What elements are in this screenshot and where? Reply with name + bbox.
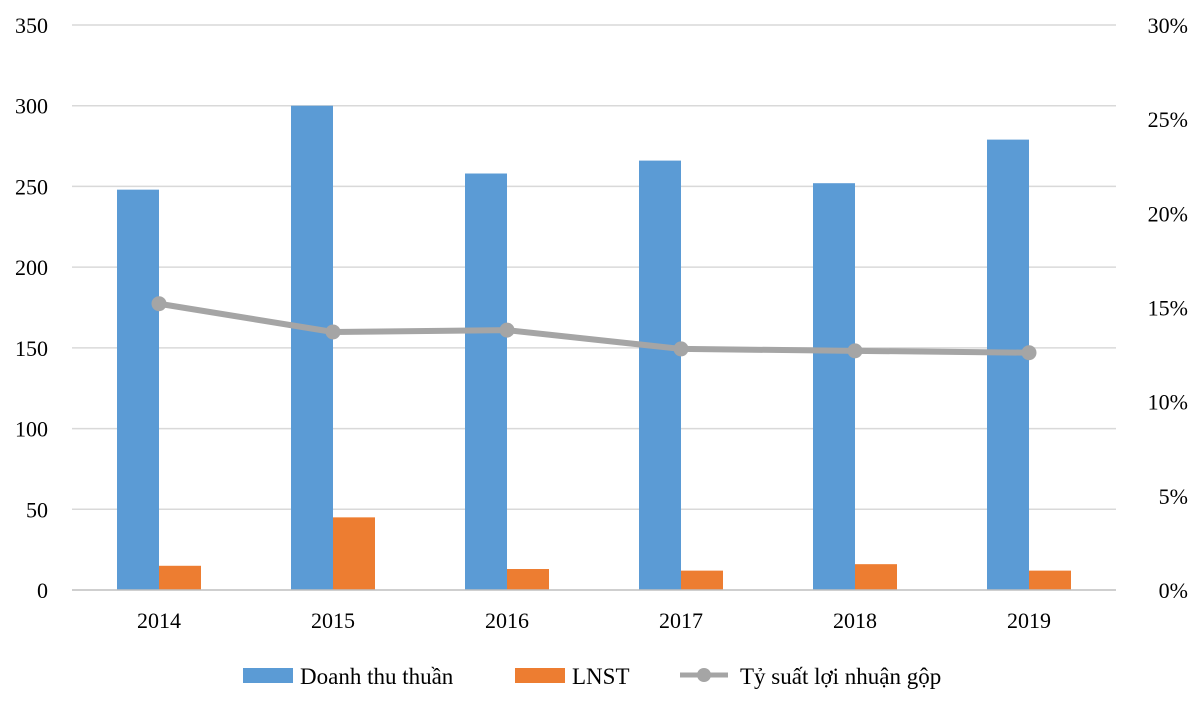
bar-lnst xyxy=(333,517,375,590)
bar-revenue xyxy=(987,139,1029,590)
bar-revenue xyxy=(291,105,333,590)
x-tick-label: 2019 xyxy=(1007,608,1051,633)
y-right-tick-label: 0% xyxy=(1159,578,1188,603)
gridlines xyxy=(72,24,1116,511)
x-tick-label: 2014 xyxy=(137,608,181,633)
margin-point xyxy=(673,341,689,357)
y-left-tick-label: 150 xyxy=(15,336,48,361)
legend: Doanh thu thuần LNST Tỷ suất lợi nhuận g… xyxy=(243,664,941,689)
bar-lnst xyxy=(159,565,201,590)
legend-marker-margin xyxy=(697,668,711,682)
y-right-tick-label: 10% xyxy=(1148,390,1188,415)
margin-point xyxy=(499,322,515,338)
bar-revenue xyxy=(117,189,159,590)
x-tick-label: 2015 xyxy=(311,608,355,633)
y-right-tick-label: 5% xyxy=(1159,484,1188,509)
bar-lnst xyxy=(1029,570,1071,590)
margin-point xyxy=(325,324,341,340)
bars xyxy=(117,105,1071,590)
y-right-tick-label: 15% xyxy=(1148,296,1188,321)
legend-swatch-revenue xyxy=(243,668,293,683)
margin-point xyxy=(151,296,167,312)
axes: 0 50 100 150 200 250 300 350 0% 5% 10% 15% 20% 25% 30%… xyxy=(15,13,1188,633)
y-left-tick-label: 100 xyxy=(15,417,48,442)
bar-lnst xyxy=(855,564,897,590)
legend-label-lnst: LNST xyxy=(572,664,630,689)
bar-revenue xyxy=(465,173,507,590)
y-right-tick-label: 20% xyxy=(1148,201,1188,226)
y-left-tick-label: 50 xyxy=(26,497,48,522)
margin-point xyxy=(847,343,863,359)
margin-series-line xyxy=(158,300,1030,356)
x-tick-label: 2017 xyxy=(659,608,703,633)
bar-revenue xyxy=(813,183,855,590)
legend-label-revenue: Doanh thu thuần xyxy=(300,664,454,689)
y-left-tick-label: 0 xyxy=(37,578,48,603)
y-right-tick-label: 25% xyxy=(1148,107,1188,132)
y-left-tick-label: 200 xyxy=(15,255,48,280)
legend-swatch-lnst xyxy=(515,668,565,683)
y-left-tick-label: 250 xyxy=(15,174,48,199)
y-left-tick-label: 300 xyxy=(15,94,48,119)
margin-point xyxy=(1021,345,1037,361)
y-right-tick-label: 30% xyxy=(1148,13,1188,38)
bar-lnst xyxy=(507,569,549,590)
x-tick-label: 2016 xyxy=(485,608,529,633)
y-left-tick-label: 350 xyxy=(15,13,48,38)
bar-lnst xyxy=(681,570,723,590)
bar-revenue xyxy=(639,160,681,590)
margin-line xyxy=(151,296,1037,361)
legend-label-margin: Tỷ suất lợi nhuận gộp xyxy=(740,664,941,689)
x-tick-label: 2018 xyxy=(833,608,877,633)
